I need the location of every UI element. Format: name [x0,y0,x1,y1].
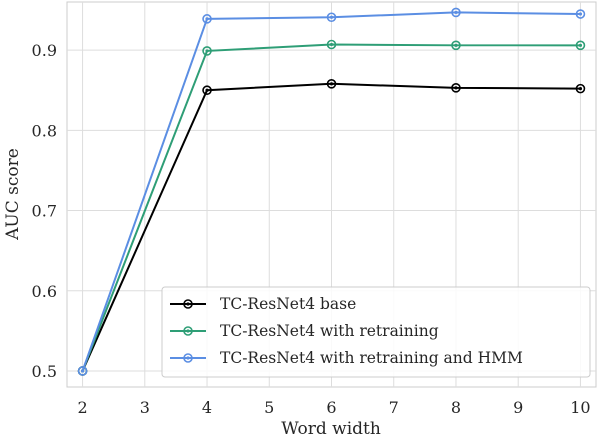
x-tick-label: 10 [570,398,590,417]
y-tick-label: 0.6 [32,282,57,301]
series-3-point [575,9,586,19]
series-1-point-center [205,88,209,92]
legend-entry: TC-ResNet4 base [170,295,356,313]
series-3-point-center [205,17,209,21]
series-2-point [451,40,461,51]
legend-entry: TC-ResNet4 with retraining and HMM [170,349,523,367]
series-lines [77,7,586,376]
series-1-point-center [329,82,334,86]
series-1-point-center [454,86,458,90]
x-tick-label: 9 [513,398,523,417]
series-2-point-center [578,43,583,47]
x-axis-label: Word width [281,419,381,438]
legend-marker [183,326,193,336]
y-tick-label: 0.5 [32,362,57,381]
x-tick-label: 7 [389,398,399,417]
x-tick-label: 4 [202,398,212,417]
y-axis-label: AUC score [3,148,23,241]
legend-box [161,286,591,378]
series-3-point [77,366,88,376]
series-3-point [451,7,461,18]
legend-marker-center [186,302,190,306]
series-1-point-center [578,87,583,91]
y-tick-label: 0.8 [32,121,57,140]
legend-label: TC-ResNet4 with retraining and HMM [220,349,523,367]
legend-entries: TC-ResNet4 base TC-ResNet4 with retrainin… [170,295,523,367]
legend-label: TC-ResNet4 with retraining [220,322,439,340]
series-3-point [326,12,337,23]
x-tick-label: 3 [140,398,150,417]
legend-entry: TC-ResNet4 with retraining [170,322,439,340]
series-3-point-center [578,12,583,16]
legend-marker [183,299,193,309]
y-tick-label: 0.7 [32,202,57,221]
legend-label: TC-ResNet4 base [220,295,356,313]
series-2-point-center [205,49,209,53]
y-tick-labels: 0.5 0.6 0.7 0.8 0.9 [32,41,57,381]
x-tick-label: 2 [77,398,87,417]
legend-marker [183,353,193,363]
legend-marker-center [186,329,190,333]
x-tick-label: 5 [264,398,274,417]
y-tick-label: 0.9 [32,41,57,60]
series-3-point-center [454,10,458,15]
series-2-point-center [454,43,458,47]
series-2-point [202,46,212,56]
series-3-point [202,14,212,24]
series-1-point [202,85,212,96]
series-1-point [575,83,586,94]
legend-marker-center [186,356,190,360]
series-1-point [451,83,461,93]
series-3-point-center [329,15,334,19]
legend: TC-ResNet4 base TC-ResNet4 with retrainin… [161,286,591,378]
x-tick-labels: 2 3 4 5 6 7 8 9 10 [77,398,590,417]
series-3-point-center [80,369,85,373]
x-tick-label: 6 [326,398,336,417]
series-2-point [575,40,586,51]
series-2-point-center [329,42,334,47]
series-1-point [326,79,337,89]
x-tick-label: 8 [451,398,461,417]
series-2-point [326,39,337,50]
